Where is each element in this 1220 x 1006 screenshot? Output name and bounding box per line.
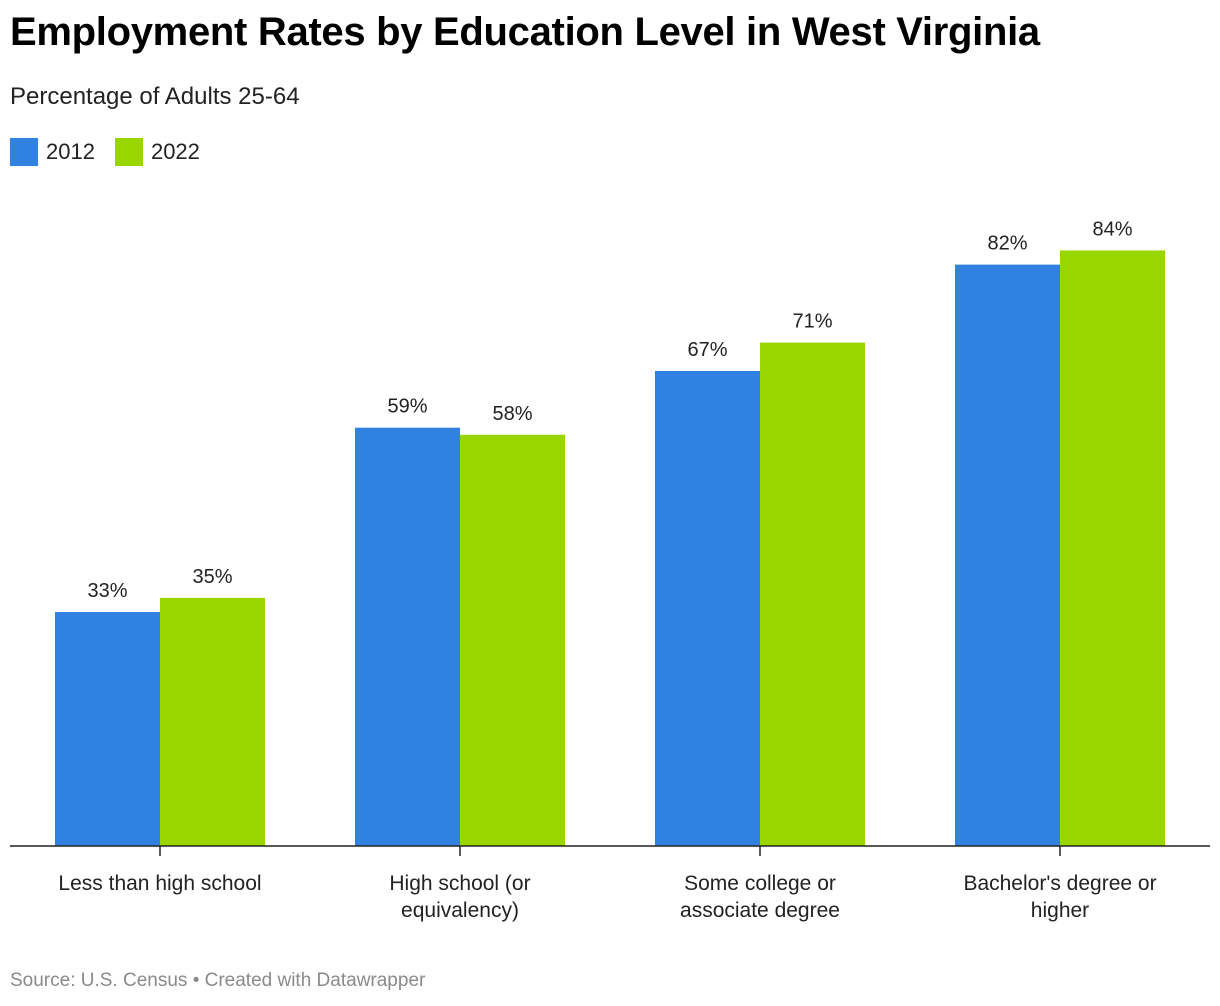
bar-chart: 33% 35% Less than high school 59% 58% High sc… (10, 218, 1210, 922)
x-tick-label: equivalency) (401, 899, 519, 922)
bar-value-label: 71% (792, 311, 832, 333)
bar-2022-1 (460, 434, 565, 846)
bar-value-label: 84% (1092, 218, 1132, 240)
source-footer: Source: U.S. Census • Created with Dataw… (10, 970, 426, 991)
bar-value-label: 35% (192, 566, 232, 588)
chart-subtitle: Percentage of Adults 25-64 (10, 83, 300, 110)
bar-2012-0 (55, 612, 160, 846)
bar-value-label: 67% (687, 339, 727, 361)
bar-2022-2 (760, 342, 865, 846)
bar-2012-1 (355, 427, 460, 846)
legend-label-2012: 2012 (46, 139, 95, 164)
x-tick-label: higher (1031, 899, 1089, 922)
x-tick-label: Less than high school (58, 872, 261, 895)
x-tick-label: associate degree (680, 899, 840, 922)
bar-2022-3 (1060, 250, 1165, 846)
bar-2012-3 (955, 264, 1060, 846)
x-tick-label: Bachelor's degree or (963, 872, 1156, 895)
bar-2022-0 (160, 597, 265, 846)
bar-value-label: 82% (987, 233, 1027, 255)
bar-value-label: 33% (87, 580, 127, 602)
legend-item-2022: 2022 (114, 138, 200, 166)
x-tick-label: High school (or (389, 872, 530, 895)
legend-swatch-2012 (10, 138, 38, 166)
bar-value-label: 59% (387, 396, 427, 418)
legend-swatch-2022 (114, 138, 143, 166)
chart-title: Employment Rates by Education Level in W… (10, 10, 1040, 54)
x-tick-label: Some college or (684, 872, 836, 895)
legend: 2012 2022 (10, 138, 200, 166)
bar-2012-2 (655, 370, 760, 846)
bar-value-label: 58% (492, 403, 532, 425)
legend-item-2012: 2012 (10, 138, 95, 166)
legend-label-2022: 2022 (150, 139, 200, 164)
